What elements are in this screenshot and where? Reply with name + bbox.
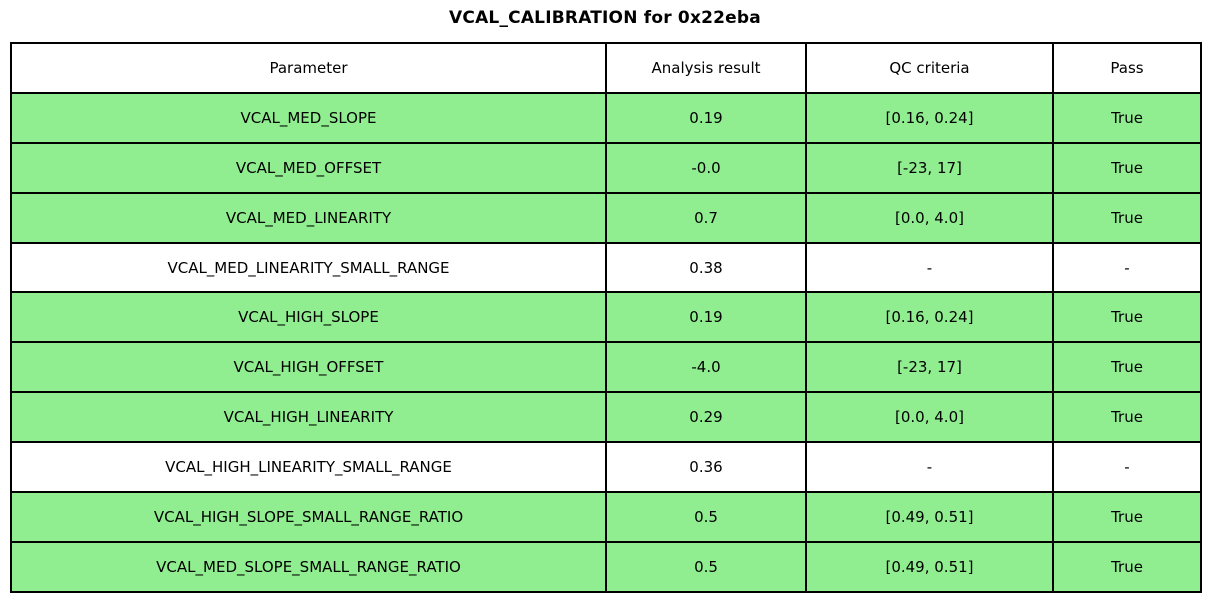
cell-pass: - (1052, 241, 1202, 294)
header-row: Parameter Analysis result QC criteria Pa… (10, 42, 1202, 94)
cell-analysis-result: -4.0 (605, 341, 807, 394)
cell-parameter: VCAL_MED_OFFSET (10, 141, 607, 194)
cell-parameter: VCAL_HIGH_OFFSET (10, 341, 607, 394)
table-row: VCAL_HIGH_SLOPE_SMALL_RANGE_RATIO 0.5 [0.4… (10, 491, 1202, 543)
cell-parameter: VCAL_HIGH_SLOPE (10, 291, 607, 344)
table-row: VCAL_MED_SLOPE 0.19 [0.16, 0.24] True (10, 91, 1202, 144)
cell-pass: True (1052, 291, 1202, 344)
table-row: VCAL_MED_LINEARITY_SMALL_RANGE 0.38- - (10, 241, 1202, 294)
table-body: VCAL_MED_SLOPE 0.19 [0.16, 0.24] True VCAL_M… (10, 91, 1202, 593)
cell-parameter: VCAL_MED_SLOPE (10, 91, 607, 144)
cell-qc-criteria: [0.16, 0.24] (805, 91, 1054, 144)
cell-parameter: VCAL_MED_SLOPE_SMALL_RANGE_RATIO (10, 540, 607, 593)
cell-qc-criteria: [0.0, 4.0] (805, 391, 1054, 444)
table-row: VCAL_MED_LINEARITY 0.7 [0.0, 4.0] True (10, 191, 1202, 244)
table-row: VCAL_MED_SLOPE_SMALL_RANGE_RATIO 0.5 [0.49… (10, 540, 1202, 593)
cell-parameter: VCAL_HIGH_SLOPE_SMALL_RANGE_RATIO (10, 491, 607, 543)
col-header-parameter: Parameter (10, 42, 607, 94)
cell-parameter: VCAL_HIGH_LINEARITY_SMALL_RANGE (10, 441, 607, 494)
cell-analysis-result: 0.7 (605, 191, 807, 244)
table-row: VCAL_HIGH_SLOPE 0.19 [0.16, 0.24] True (10, 291, 1202, 344)
cell-analysis-result: 0.5 (605, 540, 807, 593)
cell-pass: True (1052, 341, 1202, 394)
cell-analysis-result: 0.19 (605, 291, 807, 344)
cell-qc-criteria: [-23, 17] (805, 341, 1054, 394)
cell-pass: True (1052, 191, 1202, 244)
cell-qc-criteria: [0.49, 0.51] (805, 540, 1054, 593)
table-row: VCAL_MED_OFFSET -0.0 [-23, 17] True (10, 141, 1202, 194)
cell-pass: True (1052, 141, 1202, 194)
table-row: VCAL_HIGH_LINEARITY_SMALL_RANGE 0.36- - (10, 441, 1202, 494)
qc-table: Parameter Analysis result QC criteria Pa… (10, 42, 1202, 593)
cell-analysis-result: 0.38 (605, 241, 807, 294)
cell-parameter: VCAL_MED_LINEARITY (10, 191, 607, 244)
cell-parameter: VCAL_MED_LINEARITY_SMALL_RANGE (10, 241, 607, 294)
cell-analysis-result: 0.36 (605, 441, 807, 494)
col-header-analysis-result: Analysis result (605, 42, 807, 94)
cell-analysis-result: 0.29 (605, 391, 807, 444)
cell-pass: True (1052, 540, 1202, 593)
cell-qc-criteria: [0.49, 0.51] (805, 491, 1054, 543)
table-row: VCAL_HIGH_LINEARITY 0.29 [0.0, 4.0] True (10, 391, 1202, 444)
cell-qc-criteria: - (805, 241, 1054, 294)
cell-pass: True (1052, 491, 1202, 543)
cell-analysis-result: 0.19 (605, 91, 807, 144)
cell-qc-criteria: [0.0, 4.0] (805, 191, 1054, 244)
cell-qc-criteria: [0.16, 0.24] (805, 291, 1054, 344)
cell-analysis-result: -0.0 (605, 141, 807, 194)
cell-pass: True (1052, 391, 1202, 444)
cell-pass: True (1052, 91, 1202, 144)
cell-qc-criteria: [-23, 17] (805, 141, 1054, 194)
table-row: VCAL_HIGH_OFFSET -4.0 [-23, 17] True (10, 341, 1202, 394)
cell-parameter: VCAL_HIGH_LINEARITY (10, 391, 607, 444)
col-header-pass: Pass (1052, 42, 1202, 94)
figure-title: VCAL_CALIBRATION for 0x22eba (449, 8, 761, 28)
cell-pass: - (1052, 441, 1202, 494)
cell-analysis-result: 0.5 (605, 491, 807, 543)
col-header-qc-criteria: QC criteria (805, 42, 1054, 94)
cell-qc-criteria: - (805, 441, 1054, 494)
